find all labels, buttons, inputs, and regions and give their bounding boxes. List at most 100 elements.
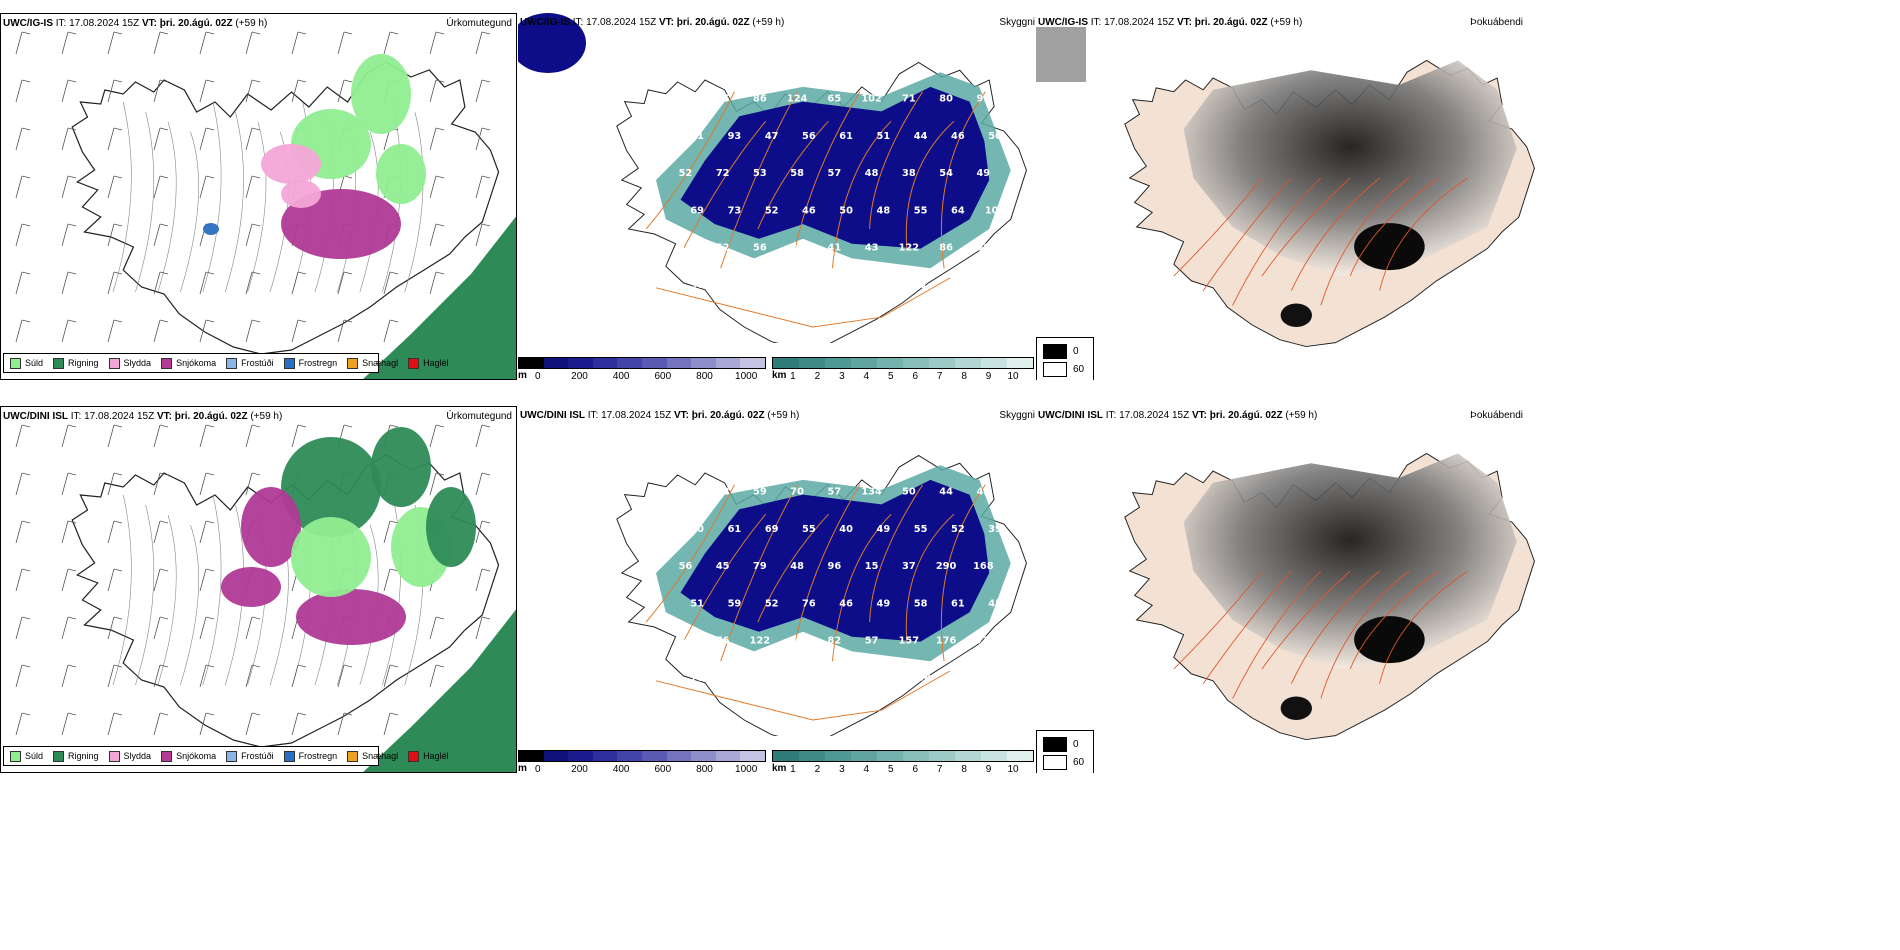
wind-barb <box>107 568 115 592</box>
wind-barb <box>429 31 437 55</box>
wind-barb <box>245 472 253 496</box>
wind-barb <box>245 616 253 640</box>
visibility-value-label: 104 <box>985 205 1006 216</box>
visibility-value-label: 49 <box>976 168 990 179</box>
visibility-value-label: 55 <box>914 524 928 535</box>
wind-barb-flag <box>205 424 215 428</box>
legend-swatch <box>53 750 65 762</box>
wind-barb-flag <box>67 520 77 524</box>
vis-low-area <box>680 479 990 642</box>
wind-barb-flag <box>67 319 77 323</box>
wind-barb-flag <box>481 223 491 227</box>
colorbar-cell <box>929 358 955 368</box>
colorbar-cell <box>851 751 877 761</box>
wind-barb <box>107 127 115 151</box>
colorbar-tick-label: 4 <box>863 371 870 380</box>
visibility-value-label: 51 <box>877 131 891 142</box>
wind-barb-flag <box>21 223 31 227</box>
rain-area <box>363 609 516 772</box>
colorbar-cell <box>851 358 877 368</box>
wind-barb-flag <box>251 127 261 131</box>
colorbar-cell <box>691 751 716 761</box>
visibility-value-label: 55 <box>802 524 816 535</box>
colorbar-tick-label: 7 <box>936 764 943 773</box>
wind-barb <box>337 79 345 103</box>
wind-barb-flag <box>159 223 169 227</box>
route-line <box>757 513 829 623</box>
wind-barb-flag <box>159 175 169 179</box>
colorbar-cell <box>877 358 903 368</box>
wind-barb-flag <box>297 31 307 35</box>
wind-barb-flag <box>481 616 491 620</box>
wind-barb <box>383 664 391 688</box>
colorbar-cell <box>568 358 593 368</box>
road-line <box>1261 570 1351 670</box>
wind-barb <box>199 712 207 736</box>
road-line <box>180 131 199 293</box>
visibility-value-label: 64 <box>951 205 965 216</box>
road-line <box>180 524 199 686</box>
visibility-value-label: 36 <box>716 710 730 721</box>
precip-map <box>15 31 516 379</box>
wind-barb <box>291 319 299 343</box>
visibility-value-label: 47 <box>790 636 804 647</box>
wind-barb <box>153 223 161 247</box>
visibility-value-label: 57 <box>828 168 842 179</box>
wind-barb <box>107 175 115 199</box>
precip-legend: Súld Rigning Slydda Snjókoma Frostúði Frostre… <box>3 746 449 766</box>
legend-item: Slydda <box>108 357 151 369</box>
precip-patch <box>281 437 381 537</box>
colorbar-tick-label: 10 <box>1007 764 1019 773</box>
visibility-value-label: 52 <box>679 168 693 179</box>
wind-barb <box>245 271 253 295</box>
wind-barb-flag <box>159 616 169 620</box>
wind-barb <box>61 472 69 496</box>
wind-barb-flag <box>205 472 215 476</box>
visibility-value-label: 45 <box>988 598 1002 609</box>
wind-barb <box>475 79 483 103</box>
wind-barb-flag <box>67 175 77 179</box>
wind-barb <box>61 31 69 55</box>
visibility-value-label: 50 <box>839 205 853 216</box>
wind-barb-flag <box>251 175 261 179</box>
precip-patch <box>281 180 321 208</box>
wind-barb-flag <box>481 472 491 476</box>
wind-barb <box>107 664 115 688</box>
fog-index-key: 0 60 <box>1036 730 1094 773</box>
visibility-value-label: 59 <box>753 487 767 498</box>
visibility-value-label: 73 <box>728 205 742 216</box>
route-line <box>794 484 861 642</box>
wind-barb <box>15 79 23 103</box>
wind-barb-flag <box>389 319 399 323</box>
legend-item: Snjókoma <box>161 357 216 369</box>
visibility-value-label: 57 <box>839 673 853 684</box>
route-line <box>757 120 829 230</box>
product-title: Skyggni <box>999 410 1035 421</box>
colorbar-cell <box>981 358 1007 368</box>
vis-panel-bottom: UWC/DINI ISL IT: 17.08.2024 15Z VT: þri.… <box>518 406 1035 773</box>
visibility-value-label: 58 <box>790 168 804 179</box>
wind-barb-flag <box>21 472 31 476</box>
legend-swatch <box>226 357 238 369</box>
route-line <box>831 513 892 662</box>
wind-barb-flag <box>251 79 261 83</box>
precip-patch <box>376 144 426 204</box>
road-line <box>1379 177 1469 291</box>
wind-barb <box>153 127 161 151</box>
precip-patch <box>281 189 401 259</box>
visibility-value-label: 15 <box>865 561 879 572</box>
wind-barb <box>337 712 345 736</box>
colorbar-cell <box>981 751 1007 761</box>
wind-barb-flag <box>113 664 123 668</box>
wind-barb-flag <box>113 520 123 524</box>
colorbar-cells <box>772 357 1034 369</box>
visibility-value-label: 72 <box>679 710 693 721</box>
wind-barb-flag <box>435 175 445 179</box>
visibility-value-label: 73 <box>976 636 990 647</box>
wind-barb <box>199 568 207 592</box>
wind-barb-flag <box>297 79 307 83</box>
product-title: Skyggni <box>999 17 1035 28</box>
wind-barb <box>245 127 253 151</box>
precip-panel-bottom: UWC/DINI ISL IT: 17.08.2024 15Z VT: þri.… <box>0 406 517 773</box>
colorbar-cell <box>955 751 981 761</box>
